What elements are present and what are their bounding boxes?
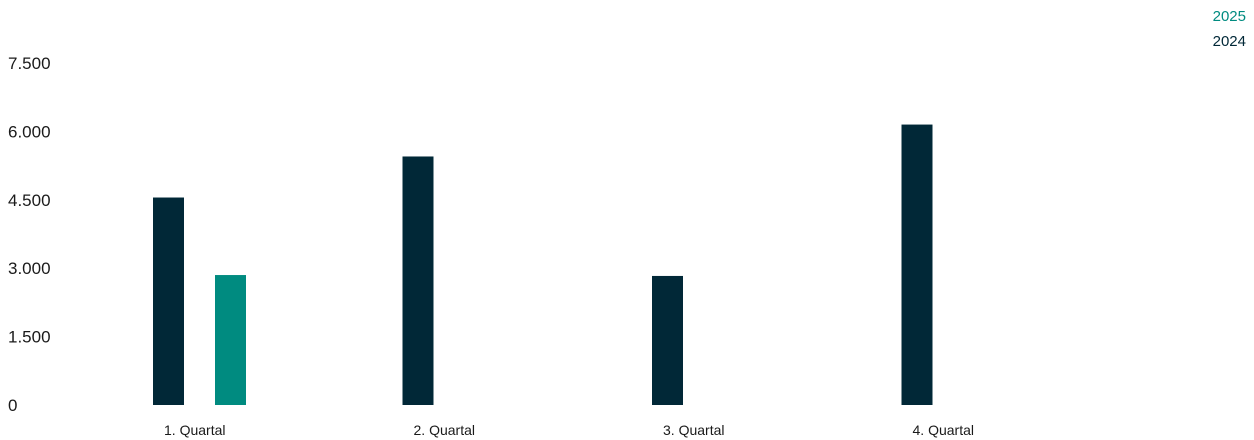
bar-2025-q1 bbox=[215, 275, 246, 405]
y-tick-label: 1.500 bbox=[8, 328, 51, 347]
bar-2024-q1 bbox=[153, 197, 184, 405]
y-tick-label: 4.500 bbox=[8, 191, 51, 210]
x-category-label: 1. Quartal bbox=[164, 422, 225, 438]
bars bbox=[153, 124, 933, 405]
x-category-label: 2. Quartal bbox=[414, 422, 475, 438]
bar-2024-q2 bbox=[402, 156, 434, 405]
x-category-label: 3. Quartal bbox=[663, 422, 724, 438]
x-axis: 1. Quartal 2. Quartal 3. Quartal 4. Quartal bbox=[164, 422, 974, 438]
legend-entry-2025: 2025 bbox=[1213, 8, 1246, 25]
legend: 2025 2024 bbox=[1213, 8, 1246, 50]
y-tick-label: 0 bbox=[8, 396, 17, 415]
bar-2024-q4 bbox=[901, 124, 933, 405]
bar-2024-q3 bbox=[652, 275, 683, 405]
legend-entry-2024: 2024 bbox=[1213, 33, 1246, 50]
y-tick-label: 7.500 bbox=[8, 54, 51, 73]
x-category-label: 4. Quartal bbox=[913, 422, 974, 438]
y-axis: 0 1.500 3.000 4.500 6.000 7.500 bbox=[8, 54, 51, 415]
y-tick-label: 6.000 bbox=[8, 122, 51, 141]
y-tick-label: 3.000 bbox=[8, 259, 51, 278]
